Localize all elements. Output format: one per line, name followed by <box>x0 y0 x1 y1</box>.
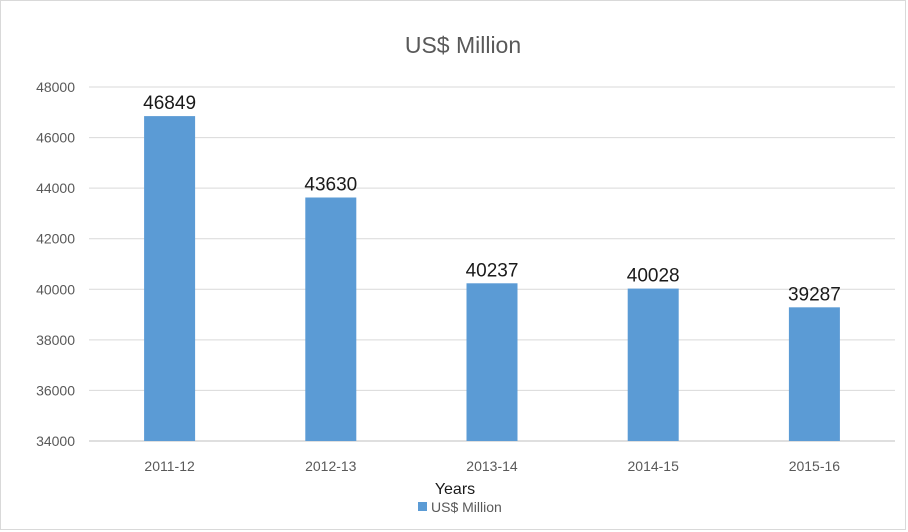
x-axis-ticks: 2011-12 2012-13 2013-14 2014-15 2015-16 <box>144 458 840 474</box>
bar <box>627 288 679 441</box>
y-tick-label: 46000 <box>36 130 75 146</box>
y-tick-label: 38000 <box>36 332 75 348</box>
x-axis-title: Years <box>435 481 475 498</box>
legend-swatch <box>418 502 427 511</box>
x-tick-label: 2012-13 <box>305 458 357 474</box>
bar <box>305 197 357 441</box>
y-tick-label: 40000 <box>36 281 75 297</box>
data-label: 46849 <box>143 93 196 114</box>
data-label: 40028 <box>627 266 680 287</box>
data-labels: 46849 43630 40237 40028 39287 <box>143 93 841 305</box>
legend: US$ Million <box>418 499 502 515</box>
bar <box>144 116 196 442</box>
data-label: 39287 <box>788 284 841 305</box>
x-tick-label: 2011-12 <box>144 458 195 474</box>
bars <box>144 116 840 442</box>
x-tick-label: 2015-16 <box>789 458 841 474</box>
chart-title: US$ Million <box>405 32 521 58</box>
y-tick-label: 48000 <box>36 79 75 95</box>
x-tick-label: 2014-15 <box>628 458 680 474</box>
data-label: 40237 <box>466 260 519 281</box>
y-tick-label: 34000 <box>36 433 75 449</box>
x-tick-label: 2013-14 <box>466 458 518 474</box>
y-axis-ticks: 34000 36000 38000 40000 42000 44000 46000 48000 <box>36 79 75 449</box>
data-label: 43630 <box>304 174 357 195</box>
bar <box>466 283 518 441</box>
y-tick-label: 42000 <box>36 231 75 247</box>
bar <box>788 307 840 441</box>
legend-label: US$ Million <box>431 499 502 515</box>
y-tick-label: 44000 <box>36 180 75 196</box>
y-tick-label: 36000 <box>36 382 75 398</box>
